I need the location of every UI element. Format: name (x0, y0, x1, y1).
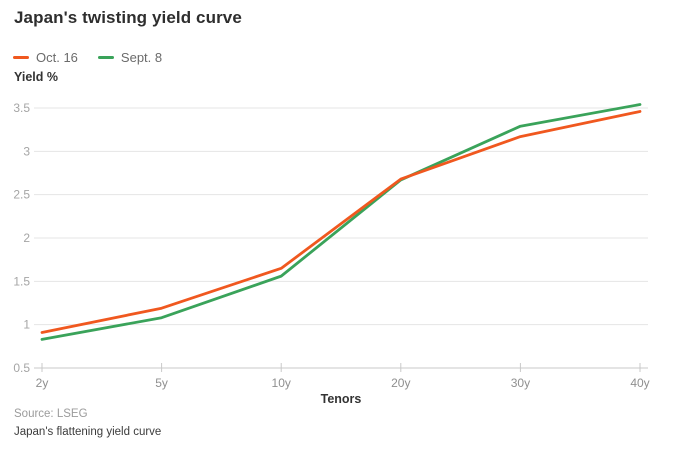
y-tick-label: 2.5 (13, 188, 30, 202)
series-line-sept-8 (40, 103, 642, 341)
source-note: Source: LSEG (14, 408, 88, 420)
legend-item-sept-8: Sept. 8 (97, 50, 163, 65)
x-tick-label: 2y (36, 376, 49, 390)
y-tick-label: 0.5 (13, 361, 30, 375)
y-tick-label: 2 (23, 231, 30, 245)
y-axis-title: Yield % (14, 70, 58, 84)
series-line-oct-16 (40, 110, 642, 334)
chart-caption: Japan's flattening yield curve (14, 426, 162, 438)
x-tick-label: 5y (155, 376, 168, 390)
legend-label-oct-16: Oct. 16 (36, 50, 78, 65)
legend: Oct. 16 Sept. 8 (13, 50, 162, 65)
x-tick-label: 20y (391, 376, 410, 390)
y-tick-label: 1 (23, 318, 30, 332)
x-axis-title: Tenors (320, 392, 362, 406)
y-tick-label: 1.5 (13, 274, 30, 288)
y-tick-label: 3 (23, 144, 30, 158)
x-tick-label: 10y (272, 376, 291, 390)
legend-label-sept-8: Sept. 8 (120, 50, 163, 65)
y-tick-label: 3.5 (13, 101, 30, 115)
legend-swatch-oct-16 (13, 56, 29, 59)
legend-swatch-sept-8 (97, 56, 114, 59)
x-tick-label: 30y (511, 376, 530, 390)
x-tick-label: 40y (630, 376, 649, 390)
chart-title: Japan's twisting yield curve (14, 8, 242, 27)
legend-item-oct-16: Oct. 16 (13, 50, 78, 65)
